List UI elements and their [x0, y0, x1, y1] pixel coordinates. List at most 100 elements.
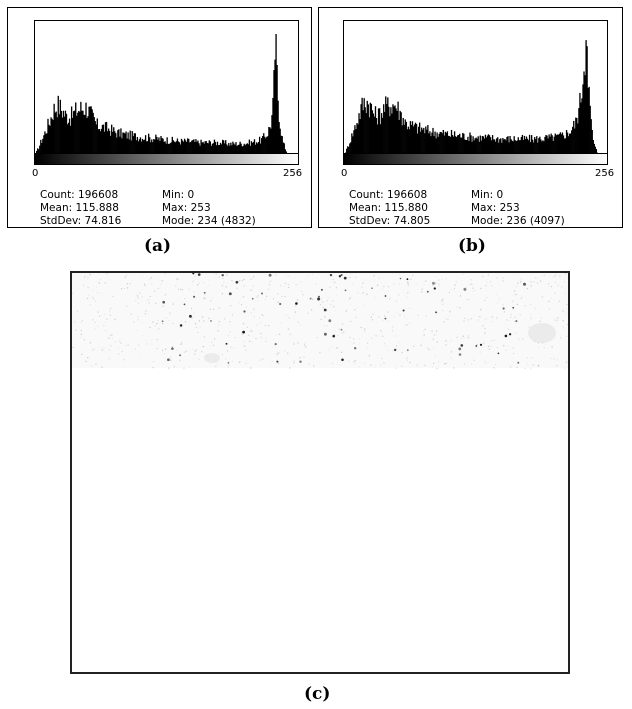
histogram-bin	[518, 140, 520, 156]
histogram-bin	[239, 141, 241, 156]
speckle	[94, 321, 96, 323]
histogram-bin	[387, 97, 389, 156]
histogram-bin	[382, 117, 384, 156]
histogram-bin	[348, 146, 350, 156]
speckle	[528, 359, 530, 361]
speckle	[194, 275, 196, 277]
speckle	[471, 363, 473, 365]
histogram-bin	[422, 129, 424, 156]
histogram-bin	[484, 134, 487, 156]
histogram-bin	[178, 142, 181, 156]
histogram-bin	[476, 138, 478, 156]
grayscale-ramp-b	[343, 153, 608, 165]
speckle	[442, 303, 444, 305]
speckle	[357, 307, 359, 309]
speckle	[526, 288, 528, 290]
speckle	[194, 323, 197, 325]
speckle	[416, 364, 418, 366]
speckle	[243, 341, 245, 343]
histogram-bin	[184, 140, 187, 156]
speckle	[450, 299, 452, 301]
speckle	[260, 321, 262, 323]
speckle	[147, 311, 149, 313]
speckle	[297, 321, 299, 323]
difference-image	[70, 271, 570, 674]
speckle	[130, 313, 132, 315]
speckle	[106, 318, 108, 320]
speckle	[217, 330, 219, 332]
speckle	[215, 365, 217, 367]
speckle	[225, 286, 227, 288]
speckle-dot	[171, 347, 174, 350]
speckle	[281, 295, 283, 297]
speckle	[330, 346, 332, 348]
speckle	[448, 325, 450, 328]
histogram-bin	[497, 137, 499, 156]
histogram-bin	[477, 136, 479, 156]
histogram-bin	[216, 141, 219, 156]
speckle	[502, 304, 504, 306]
histogram-bin	[258, 136, 261, 156]
histogram-bin	[423, 127, 425, 156]
speckle	[221, 353, 223, 356]
speckle	[315, 283, 317, 285]
speckle	[513, 352, 515, 354]
speckle	[430, 353, 432, 355]
histogram-bin	[502, 138, 504, 156]
speckle	[120, 288, 122, 290]
speckle	[341, 332, 343, 334]
speckle	[320, 298, 322, 300]
speckle	[480, 287, 482, 289]
histogram-bin	[227, 145, 229, 156]
speckle	[144, 284, 146, 287]
speckle	[149, 326, 151, 328]
histogram-bin	[363, 98, 365, 156]
histogram-bin	[215, 145, 218, 156]
speckle	[463, 337, 465, 339]
speckle	[482, 345, 484, 348]
speckle	[436, 330, 438, 332]
speckle-dot	[406, 349, 409, 352]
histogram-bin	[404, 119, 406, 156]
histogram-bin	[419, 122, 421, 156]
speckle	[184, 351, 186, 353]
speckle	[253, 357, 255, 359]
histogram-bin	[575, 117, 577, 156]
speckle	[293, 315, 295, 317]
speckle	[319, 303, 321, 306]
histogram-bin	[97, 129, 99, 156]
speckle	[193, 273, 195, 275]
speckle	[115, 341, 117, 343]
histogram-bin	[539, 136, 541, 156]
speckle	[149, 278, 151, 280]
speckle	[259, 359, 261, 361]
speckle	[252, 285, 254, 287]
speckle	[395, 335, 397, 337]
histogram-bin	[498, 142, 500, 156]
speckle	[258, 317, 261, 319]
speckle	[109, 348, 111, 350]
histogram-bin	[276, 64, 278, 156]
speckle	[275, 274, 277, 276]
speckle	[84, 276, 86, 278]
speckle	[126, 287, 129, 289]
speckle	[137, 329, 139, 331]
speckle	[156, 340, 158, 342]
histogram-bin	[480, 140, 482, 156]
histogram-bin	[500, 138, 502, 156]
speckle	[375, 321, 378, 323]
speckle	[101, 366, 103, 368]
histogram-bin	[449, 136, 452, 156]
speckle-dot	[515, 320, 518, 323]
histogram-bin	[486, 135, 489, 156]
speckle	[557, 317, 559, 319]
histogram-bin	[186, 142, 188, 156]
speckle	[370, 364, 372, 366]
speckle	[334, 330, 336, 332]
speckle	[113, 332, 115, 334]
histogram-bin	[249, 145, 252, 156]
histogram-bin	[218, 144, 221, 156]
speckle	[152, 367, 154, 369]
speckle	[101, 349, 103, 351]
speckle	[563, 285, 565, 287]
